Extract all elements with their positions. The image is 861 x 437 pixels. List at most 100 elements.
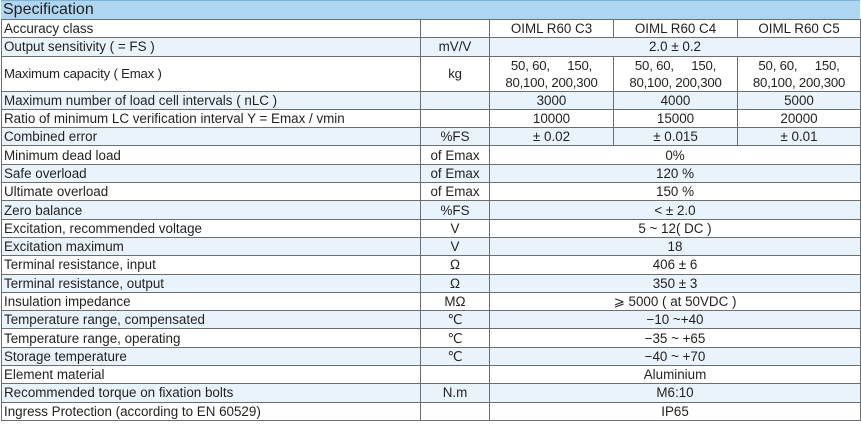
row-ultimate-overload: Ultimate overload of Emax 150 %: [1, 182, 861, 202]
capacity-line-2: 80,100, 200,300: [629, 74, 722, 90]
row-excitation-recommended: Excitation, recommended voltage V 5 ~ 12…: [1, 218, 861, 238]
row-temp-compensated: Temperature range, compensated ℃ −10 ~+4…: [1, 310, 861, 330]
unit-cell: ℃: [420, 346, 490, 367]
row-resistance-output: Terminal resistance, output Ω 350 ± 3: [1, 273, 861, 293]
row-vmin: Ratio of minimum LC verification interva…: [1, 108, 861, 129]
param-label: Maximum number of load cell intervals ( …: [1, 90, 421, 110]
value-c4: 4000: [613, 90, 738, 110]
spec-table: Accuracy class OIML R60 C3 OIML R60 C4 O…: [1, 18, 861, 421]
unit-cell: MΩ: [420, 291, 490, 312]
row-temp-operating: Temperature range, operating ℃ −35 ~ +65: [1, 328, 861, 348]
value-cell: M6:10: [489, 383, 861, 403]
capacity-line-2: 80,100, 200,300: [505, 74, 598, 90]
unit-cell: V: [420, 236, 490, 257]
param-label: Ingress Protection (according to EN 6052…: [1, 401, 421, 421]
value-c4: ± 0.015: [613, 127, 738, 147]
param-label: Output sensitivity ( = FS ): [1, 37, 421, 57]
capacity-line-1: 50, 60, 150,: [758, 57, 840, 73]
value-cell: < ± 2.0: [489, 200, 861, 220]
param-label: Recommended torque on fixation bolts: [1, 383, 421, 403]
row-torque: Recommended torque on fixation bolts N.m…: [1, 383, 861, 403]
param-label: Minimum dead load: [1, 145, 421, 165]
unit-cell: kg: [420, 55, 490, 92]
row-safe-overload: Safe overload of Emax 120 %: [1, 163, 861, 184]
value-cell: 406 ± 6: [489, 255, 861, 275]
value-cell: 350 ± 3: [489, 273, 861, 293]
unit-cell: [420, 401, 490, 421]
value-cell: −35 ~ +65: [489, 328, 861, 348]
value-cell: 18: [489, 236, 861, 257]
unit-cell: ℃: [420, 328, 490, 348]
unit-cell: of Emax: [420, 163, 490, 184]
capacity-line-1: 50, 60, 150,: [510, 57, 593, 73]
row-sensitivity: Output sensitivity ( = FS ) mV/V 2.0 ± 0…: [1, 37, 861, 57]
row-combined-error: Combined error %FS ± 0.02 ± 0.015 ± 0.01: [1, 127, 861, 147]
unit-cell: Ω: [420, 255, 490, 275]
capacity-line-1: 50, 60, 150,: [634, 57, 717, 73]
spec-sheet: Specification Accuracy class OIML R60 C3…: [1, 0, 861, 421]
param-label: Element material: [1, 365, 421, 385]
class-c5: OIML R60 C5: [737, 18, 861, 39]
param-label: Storage temperature: [1, 346, 421, 367]
unit-cell: of Emax: [420, 182, 490, 202]
param-label: Accuracy class: [1, 18, 421, 39]
row-insulation: Insulation impedance MΩ ⩾ 5000 ( at 50VD…: [1, 291, 861, 312]
value-c3: 10000: [489, 108, 614, 129]
row-zero-balance: Zero balance %FS < ± 2.0: [1, 200, 861, 220]
param-label: Temperature range, operating: [1, 328, 421, 348]
unit-cell: mV/V: [420, 37, 490, 57]
unit-cell: Ω: [420, 273, 490, 293]
capacity-c3: 50, 60, 150, 80,100, 200,300: [489, 55, 614, 92]
value-cell: −10 ~+40: [489, 310, 861, 330]
param-label: Excitation maximum: [1, 236, 421, 257]
class-c4: OIML R60 C4: [613, 18, 738, 39]
param-label: Terminal resistance, input: [1, 255, 421, 275]
unit-cell: [420, 90, 490, 110]
param-label: Maximum capacity ( Emax ): [1, 55, 421, 92]
capacity-c4: 50, 60, 150, 80,100, 200,300: [613, 55, 738, 92]
value-cell: −40 ~ +70: [489, 346, 861, 367]
value-cell: IP65: [489, 401, 861, 421]
row-excitation-maximum: Excitation maximum V 18: [1, 236, 861, 257]
row-accuracy-class: Accuracy class OIML R60 C3 OIML R60 C4 O…: [1, 18, 861, 39]
row-dead-load: Minimum dead load of Emax 0%: [1, 145, 861, 165]
value-cell: 150 %: [489, 182, 861, 202]
value-cell: 120 %: [489, 163, 861, 184]
param-label: Ultimate overload: [1, 182, 421, 202]
capacity-line-2: 80,100, 200,300: [752, 74, 846, 90]
unit-cell: [420, 365, 490, 385]
unit-cell: ℃: [420, 310, 490, 330]
param-label: Temperature range, compensated: [1, 310, 421, 330]
value-c5: ± 0.01: [737, 127, 861, 147]
param-label: Excitation, recommended voltage: [1, 218, 421, 238]
value-c4: 15000: [613, 108, 738, 129]
param-label: Zero balance: [1, 200, 421, 220]
class-c3: OIML R60 C3: [489, 18, 614, 39]
row-capacity: Maximum capacity ( Emax ) kg 50, 60, 150…: [1, 55, 861, 92]
row-resistance-input: Terminal resistance, input Ω 406 ± 6: [1, 255, 861, 275]
unit-cell: [420, 108, 490, 129]
value-c5: 5000: [737, 90, 861, 110]
param-label: Ratio of minimum LC verification interva…: [1, 108, 421, 129]
unit-cell: of Emax: [420, 145, 490, 165]
row-ingress-protection: Ingress Protection (according to EN 6052…: [1, 401, 861, 421]
param-label: Combined error: [1, 127, 421, 147]
value-cell: ⩾ 5000 ( at 50VDC ): [489, 291, 861, 312]
value-c5: 20000: [737, 108, 861, 129]
value-c3: ± 0.02: [489, 127, 614, 147]
value-cell: 2.0 ± 0.2: [489, 37, 861, 57]
capacity-c5: 50, 60, 150, 80,100, 200,300: [737, 55, 861, 92]
row-element-material: Element material Aluminium: [1, 365, 861, 385]
param-label: Safe overload: [1, 163, 421, 184]
unit-cell: %FS: [420, 200, 490, 220]
unit-cell: [420, 18, 490, 39]
row-nlc: Maximum number of load cell intervals ( …: [1, 90, 861, 110]
value-cell: 0%: [489, 145, 861, 165]
value-cell: Aluminium: [489, 365, 861, 385]
param-label: Terminal resistance, output: [1, 273, 421, 293]
value-cell: 5 ~ 12( DC ): [489, 218, 861, 238]
spec-title: Specification: [1, 0, 860, 19]
param-label: Insulation impedance: [1, 291, 421, 312]
unit-cell: N.m: [420, 383, 490, 403]
unit-cell: V: [420, 218, 490, 238]
